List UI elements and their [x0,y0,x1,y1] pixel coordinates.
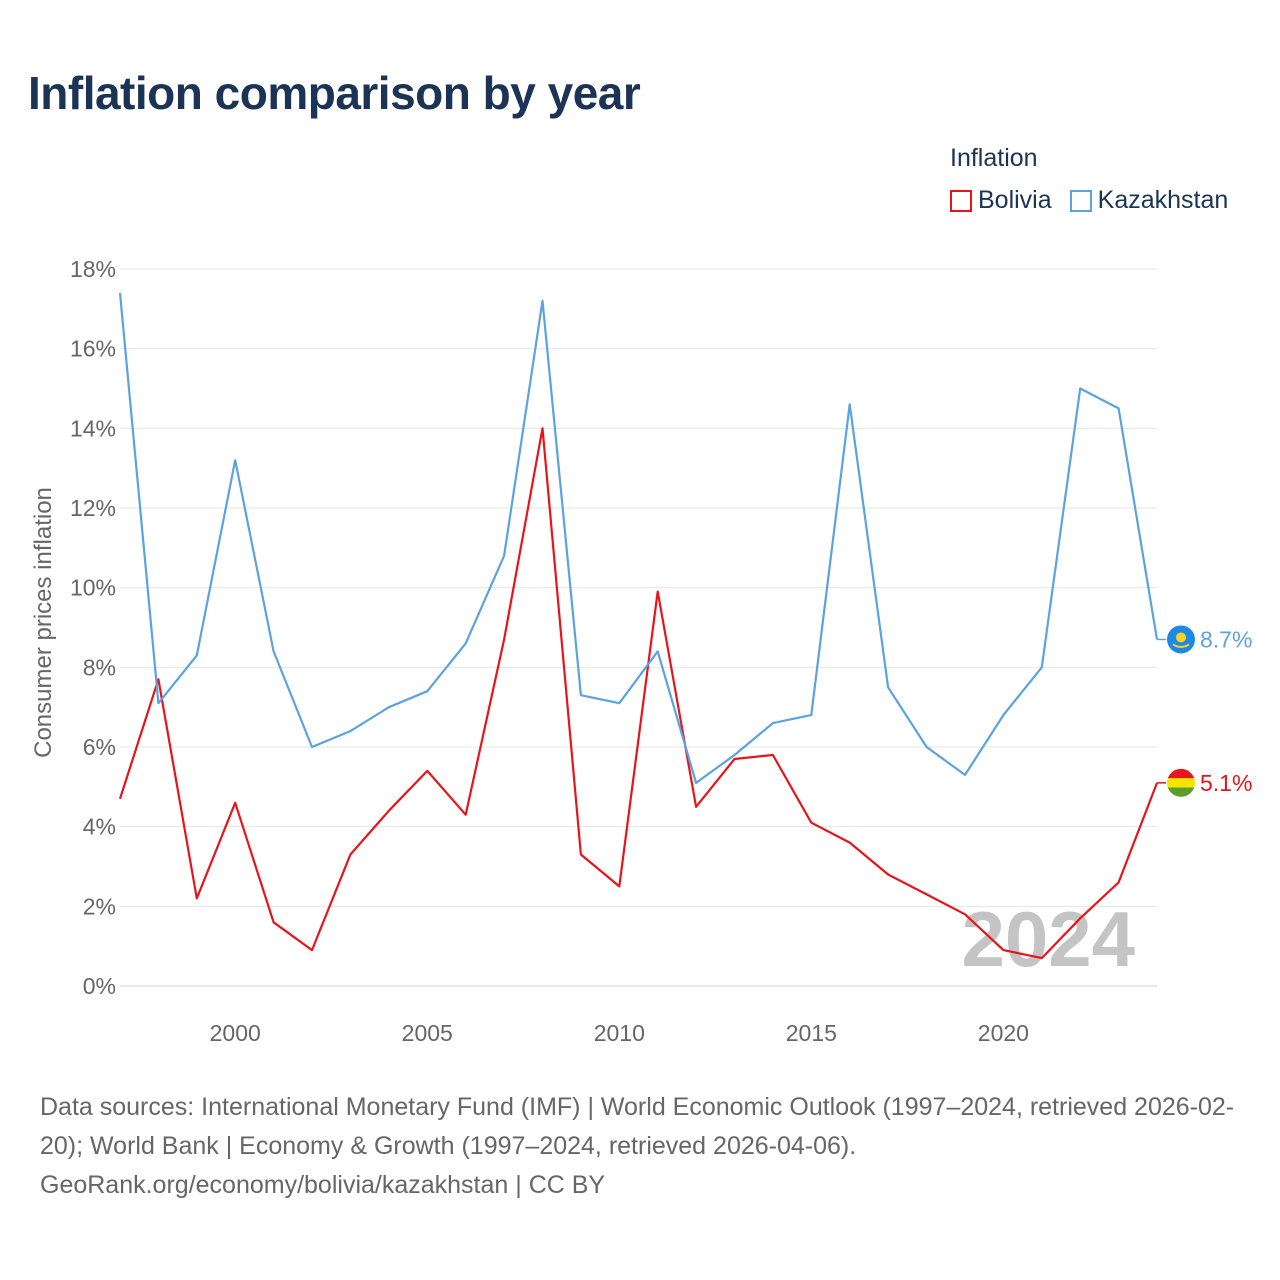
y-tick-label: 18% [70,256,116,282]
y-tick-label: 2% [83,893,116,919]
year-watermark: 2024 [961,895,1135,983]
legend-item-bolivia[interactable]: Bolivia [950,186,1052,215]
flag-kazakhstan-sun [1176,632,1186,643]
legend-item-kazakhstan[interactable]: Kazakhstan [1069,186,1229,215]
legend-title: Inflation [950,144,1038,172]
chart-title: Inflation comparison by year [28,67,641,119]
series-line-kazakhstan [118,292,1159,785]
y-tick-label: 14% [70,415,116,441]
y-tick-label: 4% [83,814,116,840]
flag-bolivia-stripe [1167,778,1195,788]
footer: Data sources: International Monetary Fun… [40,1088,1250,1205]
y-tick-label: 6% [83,734,116,760]
y-tick-label: 10% [70,575,116,601]
y-tick-label: 0% [83,973,116,999]
y-axis-label: Consumer prices inflation [30,487,57,758]
y-tick-label: 12% [70,495,116,521]
legend-label-bolivia: Bolivia [978,186,1052,214]
y-tick-label: 16% [70,336,116,362]
flag-bolivia-stripe [1167,768,1195,779]
end-label-bolivia: 5.1% [1200,770,1252,796]
end-label-kazakhstan: 8.7% [1200,626,1252,652]
legend-swatch-kazakhstan [1069,189,1092,212]
flag-kazakhstan-eagle [1172,643,1190,648]
legend-swatch-bolivia [950,189,972,212]
series-line-bolivia [118,427,1159,960]
flag-bolivia-icon [1167,768,1195,797]
x-tick-label: 2020 [978,1020,1029,1046]
y-tick-label: 8% [83,654,116,680]
source-link[interactable]: GeoRank.org/economy/bolivia/kazakhstan |… [40,1171,606,1199]
flag-bolivia-stripe [1167,787,1195,797]
x-tick-label: 2005 [402,1020,453,1046]
legend: Bolivia Kazakhstan [950,186,1246,215]
data-sources: Data sources: International Monetary Fun… [40,1093,1235,1160]
x-tick-label: 2000 [210,1020,261,1046]
x-tick-label: 2010 [594,1020,645,1046]
x-tick-label: 2015 [786,1020,837,1046]
legend-label-kazakhstan: Kazakhstan [1097,186,1229,214]
